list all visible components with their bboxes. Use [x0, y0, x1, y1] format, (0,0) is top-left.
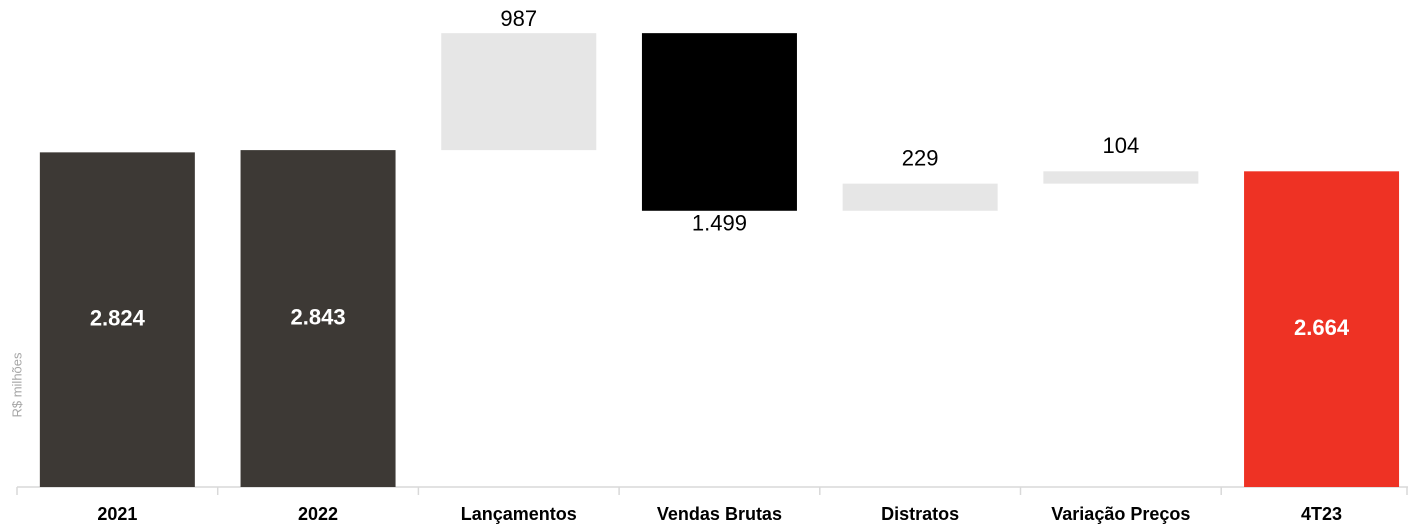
bar [39, 152, 195, 487]
bar [641, 33, 797, 211]
bar [1244, 171, 1400, 488]
x-tick-label: 2022 [298, 504, 338, 524]
x-tick-label: Lançamentos [461, 504, 577, 524]
value-label: 2.824 [90, 305, 146, 330]
x-tick-label: Distratos [881, 504, 959, 524]
bar [240, 150, 396, 488]
x-tick-label: Vendas Brutas [657, 504, 782, 524]
x-tick-label: Variação Preços [1051, 504, 1190, 524]
value-label: 1.499 [692, 211, 747, 236]
y-axis-label: R$ milhões [9, 352, 24, 418]
bar [441, 33, 597, 151]
value-label: 104 [1102, 133, 1139, 158]
value-label: 987 [500, 6, 537, 31]
value-label: 2.843 [291, 304, 346, 329]
value-label: 229 [902, 145, 939, 170]
bar [842, 183, 998, 211]
value-label: 2.664 [1294, 315, 1350, 340]
x-tick-label: 4T23 [1301, 504, 1342, 524]
bar [1043, 171, 1199, 184]
x-tick-label: 2021 [97, 504, 137, 524]
